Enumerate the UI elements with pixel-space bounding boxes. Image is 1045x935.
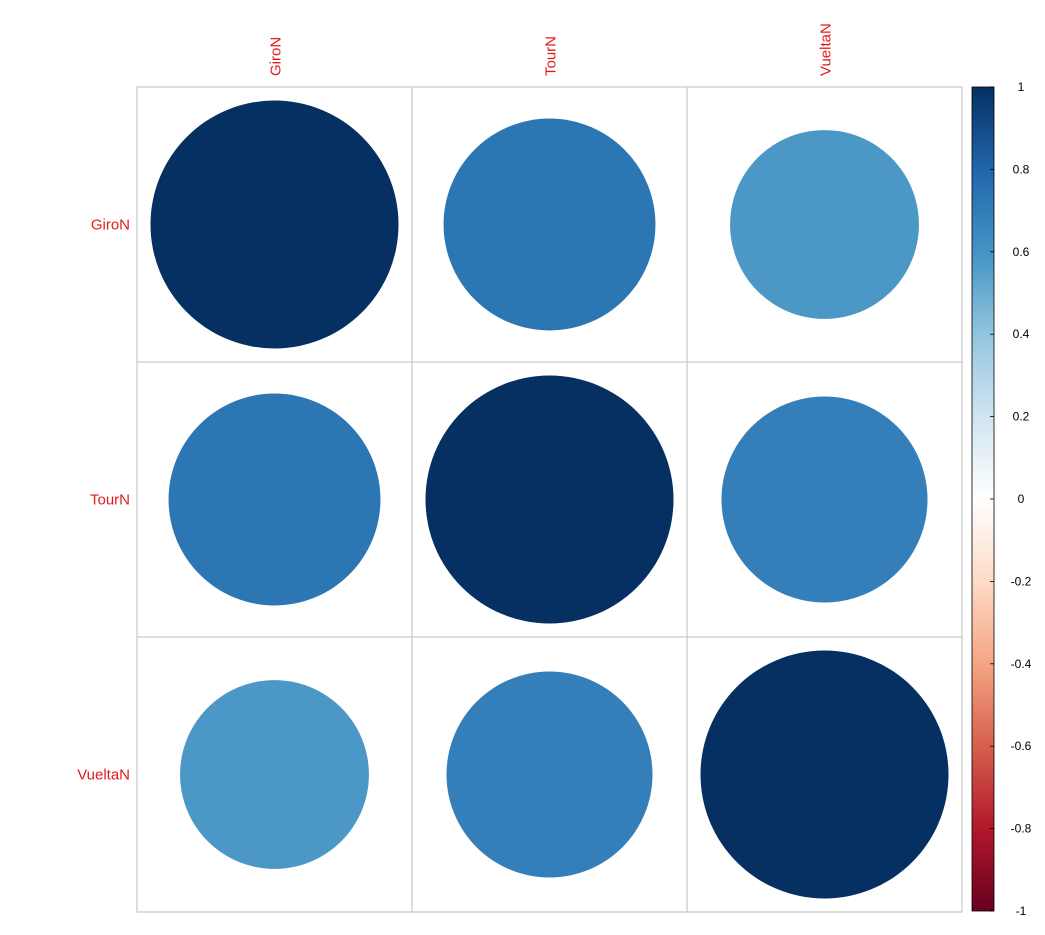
colorbar-tick-label: -0.6 [1011, 739, 1032, 753]
correlation-circle-GiroN-TourN [443, 118, 656, 331]
colorbar-tick-label: 0.2 [1013, 410, 1030, 424]
correlation-circle-TourN-TourN [425, 375, 674, 624]
colorbar-tick-label: -0.8 [1011, 822, 1032, 836]
row-labels: GiroN TourN VueltaN [77, 217, 130, 784]
colorbar-tick-label: 1 [1018, 80, 1025, 94]
row-label: GiroN [91, 217, 130, 234]
column-labels: GiroN TourN VueltaN [268, 23, 835, 76]
column-label: VueltaN [818, 23, 835, 76]
colorbar-tick-label: 0 [1018, 492, 1025, 506]
colorbar-tick-label: -1 [1016, 904, 1027, 918]
correlation-circle-TourN-GiroN [168, 393, 381, 606]
correlation-circle-VueltaN-GiroN [180, 680, 369, 869]
row-label: TourN [90, 492, 130, 509]
correlation-circle-GiroN-GiroN [150, 100, 399, 349]
colorbar-tick-label: 0.8 [1013, 162, 1030, 176]
colorbar-tick-label: 0.4 [1013, 327, 1030, 341]
column-label: GiroN [268, 37, 285, 76]
colorbar: 1 0.8 0.6 0.4 0.2 0 -0.2 -0.4 -0.6 -0.8 -1 [971, 80, 1032, 918]
colorbar-tick-label: -0.4 [1011, 657, 1032, 671]
correlation-circle-TourN-VueltaN [721, 396, 928, 603]
correlation-circles [150, 100, 949, 899]
column-label: TourN [543, 36, 560, 76]
correlation-circle-GiroN-VueltaN [730, 130, 919, 319]
colorbar-tick-label: 0.6 [1013, 245, 1030, 259]
correlation-circle-VueltaN-TourN [446, 671, 653, 878]
correlation-circle-VueltaN-VueltaN [700, 650, 949, 899]
colorbar-tick-label: -0.2 [1011, 574, 1032, 588]
row-label: VueltaN [77, 767, 130, 784]
